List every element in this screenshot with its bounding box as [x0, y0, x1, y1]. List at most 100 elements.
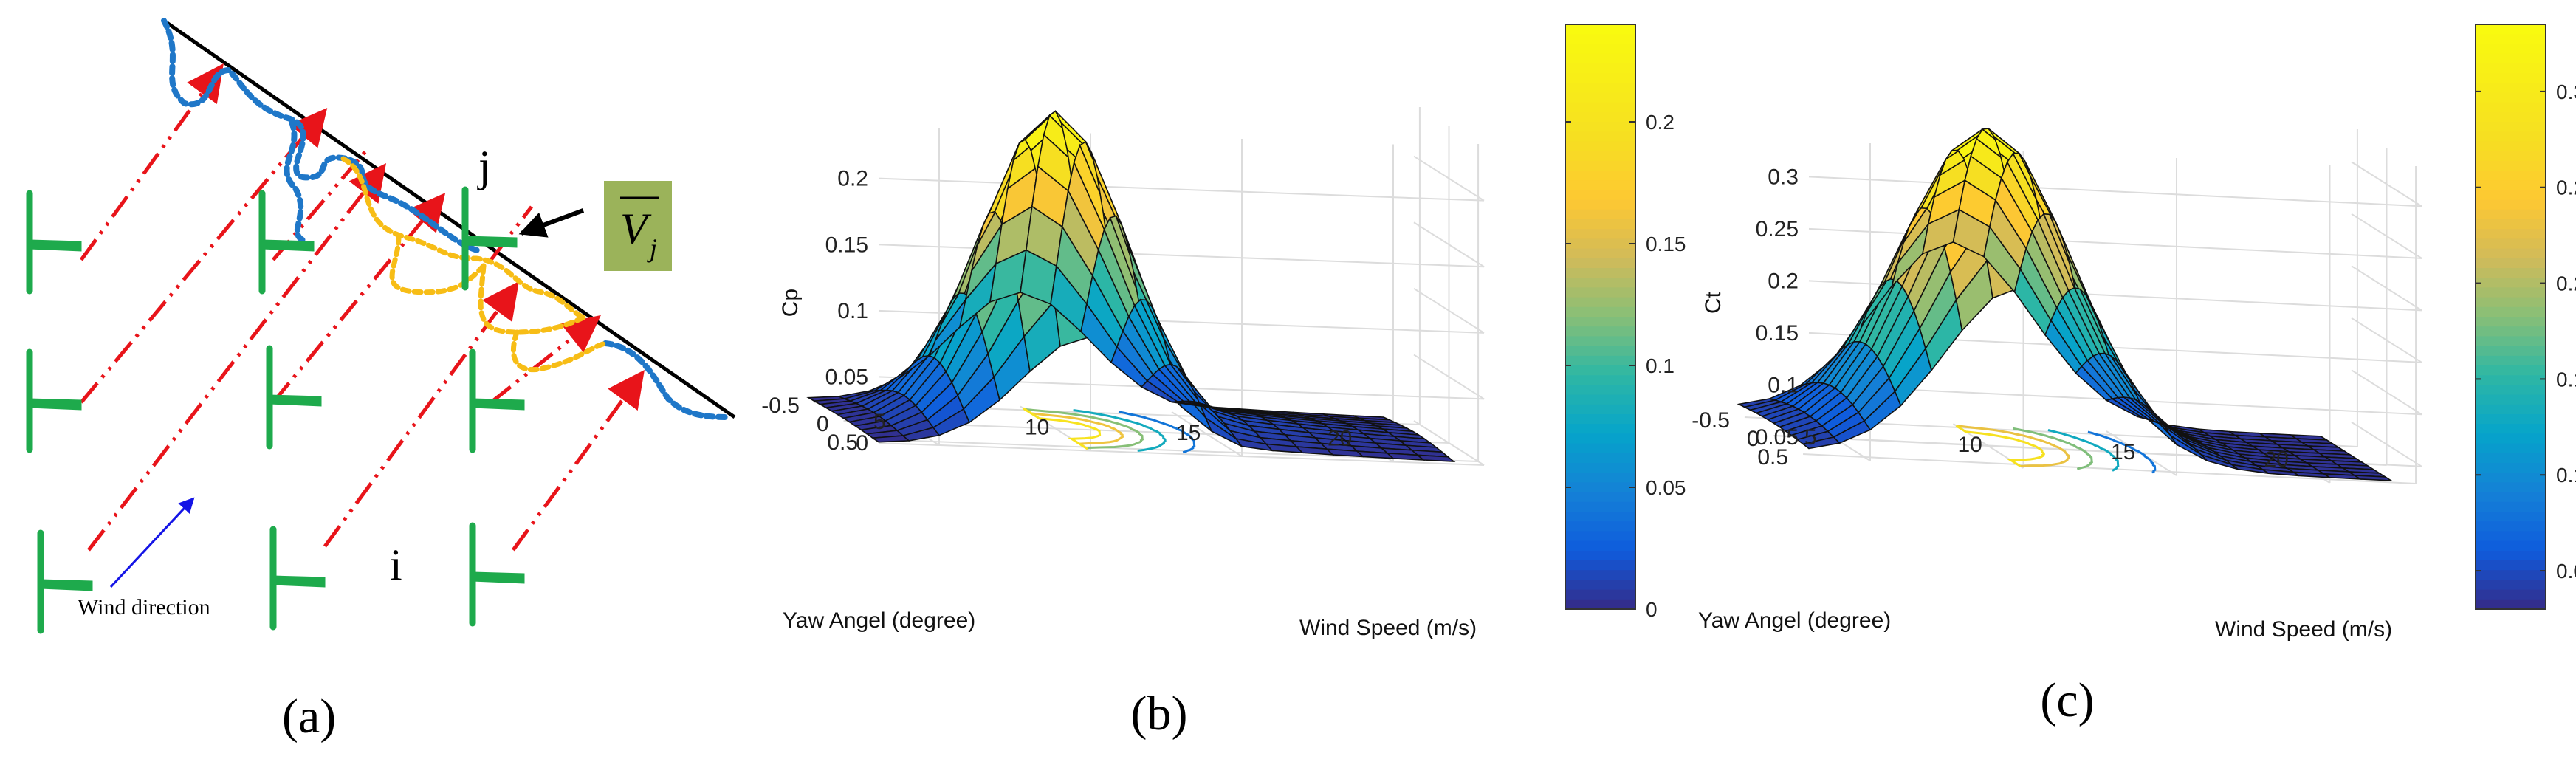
y-tick-label: 0 — [817, 412, 829, 436]
z-tick-label: 0.1 — [837, 299, 868, 323]
colorbar-segment — [1565, 238, 1635, 250]
surface-patch — [2352, 474, 2394, 481]
colorbar-segment — [1565, 336, 1635, 347]
y-tick-label: 0.5 — [827, 430, 858, 455]
colorbar-segment — [1565, 414, 1635, 425]
colorbar-segment — [1565, 131, 1635, 142]
floor-contours — [1955, 425, 2157, 474]
colorbar-segment — [2476, 238, 2546, 250]
colorbar-segment — [2476, 44, 2546, 55]
colorbar-segment — [2476, 199, 2546, 210]
colorbar-segment — [2476, 268, 2546, 279]
panel-a-wind-farm-diagram: Wind direction j i V j (a) — [26, 18, 736, 743]
contour-line — [1023, 407, 1102, 450]
wake-curves-blue — [161, 18, 730, 420]
x-tick-label: 20 — [2264, 447, 2289, 472]
velocity-box — [604, 181, 672, 271]
colorbar-segment — [1565, 482, 1635, 493]
colorbar-segment — [2476, 443, 2546, 454]
colorbar-segment — [2476, 102, 2546, 113]
z-axis-label: Cp — [778, 289, 803, 317]
surface-mesh — [1737, 127, 2394, 481]
z-tick-label: 0 — [856, 431, 868, 456]
colorbar-segment — [2476, 385, 2546, 396]
x-tick-label: 5 — [1804, 425, 1817, 450]
colorbar-segment — [2476, 463, 2546, 474]
colorbar-segment — [1565, 151, 1635, 162]
z-axis-label: Ct — [1701, 291, 1725, 314]
colorbar-segment — [2476, 219, 2546, 230]
chart-ct-surface: 0.05 0.1 0.15 0.2 0.25 0.3 0.50 -0.5 5 10 15 20 Ct Ya… — [1691, 24, 2576, 727]
colorbar-segment — [2476, 151, 2546, 162]
colorbar-segment — [1565, 24, 1635, 35]
colorbar-segment — [1565, 550, 1635, 561]
node-j-label: j — [477, 142, 491, 190]
colorbar-segment — [2476, 531, 2546, 542]
velocity-pointer-arrow — [518, 208, 585, 238]
floor-contours — [1023, 407, 1196, 454]
panel-a-label: (a) — [282, 690, 336, 743]
z-tick-label: 0.15 — [825, 233, 868, 257]
panel-label: (c) — [2040, 673, 2094, 727]
x-tick-label: 10 — [1025, 416, 1049, 440]
colorbar-segment — [2476, 24, 2546, 35]
colorbar-segment — [1565, 346, 1635, 357]
contour-line — [1118, 411, 1196, 454]
colorbar-segment — [1565, 326, 1635, 337]
colorbar-segment — [1565, 122, 1635, 133]
colorbar-segment — [2476, 122, 2546, 133]
colorbar-segment — [2476, 375, 2546, 386]
colorbar-segment — [2476, 570, 2546, 581]
contour-line — [1956, 425, 2070, 467]
y-tick-label: 0.5 — [1757, 445, 1788, 470]
colorbar-segment — [2476, 73, 2546, 84]
z-tick-labels: 0.05 0.1 0.15 0.2 0.25 0.3 — [1756, 165, 1799, 449]
colorbar-segment — [1565, 521, 1635, 532]
x-tick-labels: 5 10 15 20 — [873, 410, 1352, 451]
colorbar-segment — [2476, 580, 2546, 591]
colorbar-segment — [2476, 599, 2546, 610]
colorbar-segment — [1565, 268, 1635, 279]
colorbar-segment — [2476, 560, 2546, 571]
colorbar-segment — [2476, 171, 2546, 182]
x-tick-label: 15 — [2111, 440, 2135, 464]
colorbar-segment — [2476, 404, 2546, 415]
colorbar: 0 0.05 0.1 0.15 0.2 — [1565, 24, 1686, 621]
colorbar-tick-label: 0 — [1646, 598, 1658, 621]
colorbar-segment — [2476, 131, 2546, 142]
colorbar-segment — [1565, 570, 1635, 581]
y-tick-labels: 0.50 -0.5 — [761, 394, 858, 455]
y-tick-label: 0 — [1747, 427, 1759, 451]
contour-line — [2012, 427, 2093, 470]
panel-label: (b) — [1131, 687, 1188, 741]
colorbar-segment — [2476, 433, 2546, 444]
colorbar-segment — [1565, 180, 1635, 191]
colorbar-segment — [1565, 190, 1635, 201]
colorbar-segment — [1565, 531, 1635, 542]
colorbar-segment — [2476, 414, 2546, 425]
colorbar-segment — [2476, 306, 2546, 317]
colorbar-segment — [1565, 463, 1635, 474]
colorbar-segment — [1565, 317, 1635, 328]
colorbar-segment — [2476, 355, 2546, 366]
colorbar-segment — [1565, 287, 1635, 298]
node-i-label: i — [390, 540, 402, 589]
colorbar-segment — [2476, 209, 2546, 220]
colorbar-segment — [2476, 111, 2546, 123]
colorbar-segment — [1565, 44, 1635, 55]
colorbar-tick-label: 0.15 — [2556, 368, 2576, 391]
colorbar-segment — [2476, 141, 2546, 152]
colorbar-segment — [1565, 171, 1635, 182]
colorbar-segment — [1565, 453, 1635, 464]
colorbar-segment — [1565, 404, 1635, 415]
wind-direction-label: Wind direction — [78, 595, 210, 619]
colorbar-tick-label: 0.05 — [2556, 560, 2576, 583]
z-tick-labels: 0 0.05 0.1 0.15 0.2 — [825, 167, 868, 456]
colorbar-segment — [2476, 278, 2546, 289]
x-tick-labels: 5 10 15 20 — [1804, 425, 2289, 472]
x-tick-label: 5 — [873, 410, 886, 434]
colorbar-segment — [2476, 521, 2546, 532]
colorbar-segment — [1565, 501, 1635, 512]
z-tick-label: 0.1 — [1768, 373, 1799, 397]
x-axis-label: Wind Speed (m/s) — [2215, 617, 2392, 642]
